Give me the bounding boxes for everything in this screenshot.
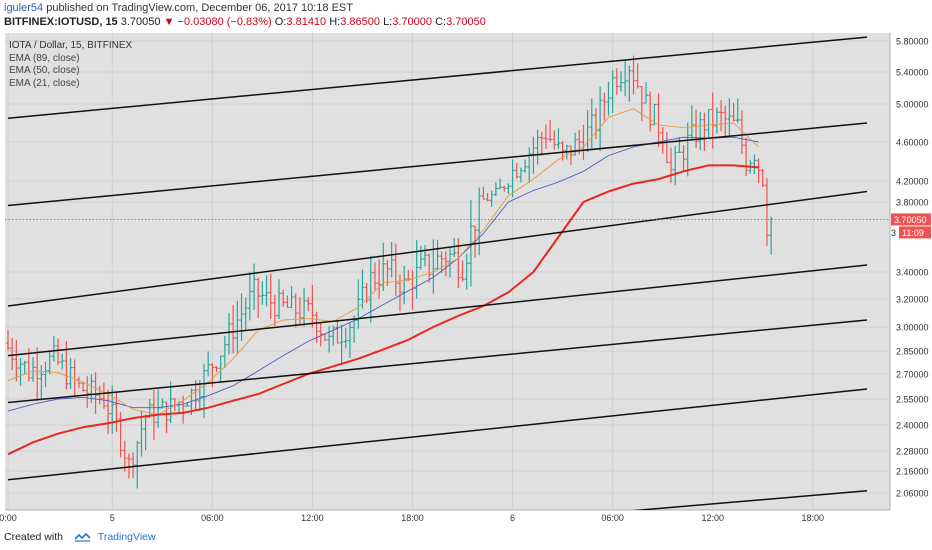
x-tick-label-1: 5: [110, 513, 115, 523]
y-tick-label-11: 2.55000: [896, 395, 929, 405]
ema50-line: [7, 136, 759, 412]
y-tick-label-1: 5.40000: [896, 68, 929, 78]
symbol-name[interactable]: BITFINEX:IOTUSD, 15: [4, 16, 118, 28]
created-with-text: Created with: [4, 531, 63, 543]
x-tick-label-2: 06:00: [201, 513, 224, 523]
price-axis: [890, 33, 932, 528]
legend-ema21[interactable]: EMA (21, close): [9, 77, 80, 89]
price-change: −0.03080 (−0.83%): [177, 16, 272, 28]
low-value: 3.70000: [392, 16, 433, 28]
channel-line-0: [7, 36, 868, 119]
x-tick-label-4: 18:00: [401, 513, 424, 523]
low-label: L:: [383, 16, 393, 28]
y-tick-label-4: 4.20000: [896, 177, 929, 187]
countdown-box: [899, 226, 931, 239]
x-tick-label-6: 06:00: [601, 513, 624, 523]
channel-line-5: [7, 388, 868, 481]
channel-line-3: [7, 264, 868, 357]
y-tick-label-0: 5.80000: [896, 37, 929, 47]
author-link[interactable]: iguler54: [4, 2, 44, 14]
legend-title: IOTA / Dollar, 15, BITFINEX: [9, 40, 133, 51]
chart-area[interactable]: 5.80000 5.40000 5.00000 4.60000 4.20000 3.800…: [0, 33, 932, 528]
footer: Created with TradingView: [4, 531, 156, 543]
countdown-prefix: 3: [891, 228, 896, 238]
legend-ema89[interactable]: EMA (89, close): [9, 52, 80, 64]
open-value: 3.81410: [286, 16, 327, 28]
publish-text: published on TradingView.com, December 0…: [46, 2, 353, 14]
y-tick-label-14: 2.16000: [896, 467, 929, 477]
y-tick-label-6: 3.40000: [896, 268, 929, 278]
symbol-header: BITFINEX:IOTUSD, 15 3.70050 ▼ −0.03080 (…: [4, 16, 486, 28]
y-tick-label-2: 5.00000: [896, 100, 929, 110]
ema89-line: [7, 164, 759, 456]
y-tick-label-15: 2.06000: [896, 489, 929, 499]
x-tick-label-0: 0:00: [0, 513, 17, 523]
open-label: O:: [274, 16, 287, 28]
y-tick-label-3: 4.60000: [896, 138, 929, 148]
countdown-label: 11:09: [902, 228, 924, 238]
y-tick-label-5: 3.80000: [896, 198, 929, 208]
channel-line-6: [633, 490, 868, 510]
tradingview-brand[interactable]: TradingView: [97, 531, 156, 543]
y-tick-label-12: 2.40000: [896, 421, 929, 431]
time-axis: [0, 510, 890, 528]
high-value: 3.86500: [340, 16, 380, 28]
close-value: 3.70050: [446, 16, 486, 28]
legend-ema50[interactable]: EMA (50, close): [9, 65, 80, 76]
y-tick-label-13: 2.28000: [896, 447, 929, 457]
publish-info: iguler54 published on TradingView.com, D…: [4, 2, 353, 14]
last-price-label: 3.70050: [894, 215, 927, 225]
x-tick-label-3: 12:00: [301, 513, 324, 523]
tradingview-logo-icon: [74, 533, 91, 542]
channel-line-2: [7, 190, 868, 307]
y-tick-label-7: 3.20000: [896, 295, 929, 305]
x-tick-label-5: 6: [510, 513, 515, 523]
x-tick-label-7: 12:00: [701, 513, 724, 523]
y-tick-label-8: 3.00000: [896, 323, 929, 333]
last-price-box: [891, 213, 931, 226]
close-label: C:: [435, 16, 447, 28]
y-tick-label-10: 2.70000: [896, 370, 929, 380]
ema21-line: [7, 108, 759, 416]
y-tick-label-9: 2.85000: [896, 347, 929, 357]
x-tick-label-8: 18:00: [802, 513, 825, 523]
current-price: 3.70050: [120, 16, 161, 28]
price-chart[interactable]: 5.80000 5.40000 5.00000 4.60000 4.20000 3.800…: [0, 33, 932, 528]
channel-line-1: [7, 122, 868, 207]
channel-line-4: [7, 319, 868, 404]
chart-legend: IOTA / Dollar, 15, BITFINEX EMA (89, clo…: [9, 40, 132, 90]
high-label: H:: [329, 16, 341, 28]
down-arrow-icon: ▼: [163, 16, 175, 28]
